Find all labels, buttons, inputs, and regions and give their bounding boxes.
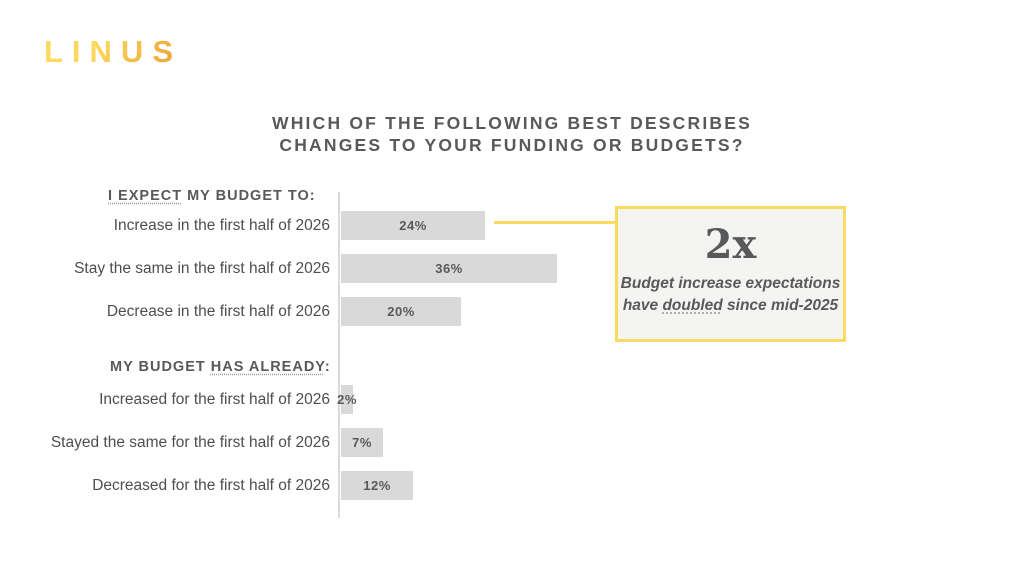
callout-text-line2: have doubled since mid-2025 [618,295,843,317]
callout-text-line1: Budget increase expectations [620,275,841,292]
callout-text: Budget increase expectations have double… [618,273,843,317]
callout-line2-post: since mid-2025 [722,297,839,314]
bar-increase-expected: 24% [341,211,485,240]
bar-value-label: 12% [363,478,391,493]
bar-row-label: Stayed the same for the first half of 20… [50,433,330,451]
chart-title: WHICH OF THE FOLLOWING BEST DESCRIBES CH… [0,112,1024,156]
group-heading-already: MY BUDGET HAS ALREADY: [110,359,331,375]
callout-line2-pre: have [622,297,663,314]
chart-title-line1: WHICH OF THE FOLLOWING BEST DESCRIBES [271,113,752,133]
bar-value-label: 7% [352,435,372,450]
callout-box: 2x Budget increase expectations have dou… [615,206,846,342]
group-heading-expect: I EXPECT MY BUDGET TO: [108,188,316,204]
bar-row-increase-expected: Increase in the first half of 2026 24% [0,211,1024,240]
bar-row-label: Stay the same in the first half of 2026 [74,259,330,277]
bar-value-label: 2% [337,392,357,407]
chart-axis-line [338,192,340,518]
bar-row-label: Increased for the first half of 2026 [99,390,330,408]
bar-same-already: 7% [341,428,383,457]
group-heading-already-underlined: HAS ALREADY [210,359,325,375]
bar-row-label: Decreased for the first half of 2026 [92,476,330,494]
bar-value-label: 36% [435,261,463,276]
group-heading-already-pre: MY BUDGET [110,359,211,375]
bar-row-label: Increase in the first half of 2026 [113,216,330,234]
bar-row-increased-already: Increased for the first half of 2026 2% [0,385,1024,414]
callout-line2-underlined: doubled [662,297,723,314]
linus-logo: LINUS [44,34,182,69]
group-heading-expect-underlined: I EXPECT [108,188,183,204]
callout-stat: 2x [704,221,757,268]
group-heading-expect-post: MY BUDGET TO: [182,188,316,204]
bar-increased-already: 2% [337,385,356,414]
bar-value-label: 24% [399,218,427,233]
group-heading-already-post: : [324,359,331,375]
bar-decrease-expected: 20% [341,297,461,326]
bar-same-expected: 36% [341,254,557,283]
bar-row-decreased-already: Decreased for the first half of 2026 12% [0,471,1024,500]
bar-row-same-expected: Stay the same in the first half of 2026 … [0,254,1024,283]
callout-connector-line [494,221,617,224]
bar-decreased-already: 12% [341,471,413,500]
chart-title-line2: CHANGES TO YOUR FUNDING OR BUDGETS? [279,135,745,155]
bar-value-label: 20% [387,304,415,319]
bar-row-label: Decrease in the first half of 2026 [106,302,330,320]
bar-row-same-already: Stayed the same for the first half of 20… [0,428,1024,457]
bar-row-decrease-expected: Decrease in the first half of 2026 20% [0,297,1024,326]
